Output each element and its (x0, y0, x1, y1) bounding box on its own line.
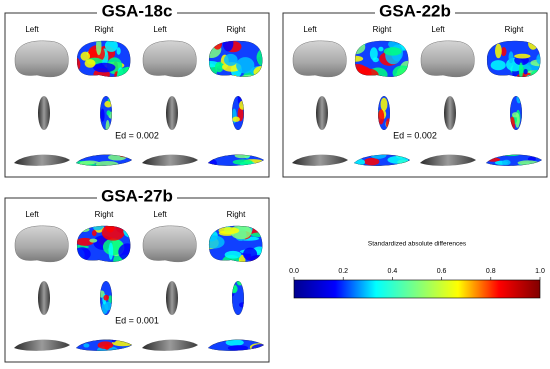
brain-surface (14, 154, 70, 166)
heatmap-surface (378, 96, 390, 130)
view-label: Left (25, 210, 39, 219)
brain-surface (14, 225, 69, 263)
tick-label: 1.0 (535, 268, 545, 275)
brain-surface (166, 96, 178, 130)
tick-label: 0.8 (486, 268, 496, 275)
ed-value: Ed = 0.001 (115, 315, 159, 325)
panel-frame (4, 12, 270, 178)
brain-surface (444, 96, 456, 130)
colorbar (293, 279, 541, 299)
brain-surface (142, 154, 198, 166)
brain-surface (166, 281, 178, 315)
panel-title: GSA-22b (379, 1, 451, 20)
brain-surface (38, 96, 50, 130)
view-label: Right (373, 25, 392, 34)
brain-surface (14, 339, 70, 351)
view-label: Left (153, 25, 167, 34)
ed-value: Ed = 0.002 (115, 130, 159, 140)
brain-surface (38, 281, 50, 315)
heatmap-surface (208, 40, 263, 77)
heatmap-surface (232, 96, 244, 130)
tick-label: 0.2 (338, 268, 348, 275)
panel: GSA-22b Left Right Left Right Ed = 0.002 (282, 1, 548, 178)
panel-title: GSA-18c (102, 1, 173, 20)
view-label: Left (25, 25, 39, 34)
brain-surface (420, 154, 476, 166)
view-label: Right (227, 210, 246, 219)
panel-title: GSA-27b (101, 186, 173, 205)
brain-surface (142, 339, 198, 351)
view-label: Left (303, 25, 317, 34)
tick-label: 0.4 (388, 268, 398, 275)
brain-surface (142, 225, 197, 263)
panel-frame (282, 12, 548, 178)
view-label: Right (505, 25, 524, 34)
tick-label: 0.0 (289, 268, 299, 275)
tick-label: 0.6 (437, 268, 447, 275)
brain-surface (14, 40, 69, 78)
heatmap-surface (232, 281, 244, 315)
heatmap-surface (100, 96, 112, 130)
view-label: Right (95, 210, 114, 219)
view-label: Right (227, 25, 246, 34)
brain-surface (292, 40, 347, 78)
heatmap-surface (76, 339, 132, 351)
heatmap-surface (354, 40, 409, 77)
brain-surface (142, 40, 197, 78)
brain-surface (292, 154, 348, 166)
heatmap-surface (208, 225, 263, 262)
panel: GSA-18c Left Right Left Right Ed = 0.002 (4, 1, 270, 178)
panel-frame (4, 197, 270, 363)
ed-value: Ed = 0.002 (393, 130, 437, 140)
heatmap-surface (486, 154, 542, 166)
heatmap-surface (208, 154, 264, 166)
view-label: Right (95, 25, 114, 34)
brain-surface (420, 40, 475, 78)
heatmap-surface (208, 339, 264, 351)
heatmap-surface (510, 96, 522, 130)
brain-surface (316, 96, 328, 130)
heatmap-surface (354, 154, 410, 166)
view-label: Left (431, 25, 445, 34)
view-label: Left (153, 210, 167, 219)
heatmap-surface (76, 154, 132, 166)
panel: GSA-27b Left Right Left Right Ed = 0.001 (4, 186, 270, 363)
heatmap-surface (76, 225, 131, 262)
heatmap-surface (100, 281, 112, 315)
colorbar-title: Standardized absolute differences (368, 241, 467, 248)
heatmap-surface (76, 40, 131, 77)
heatmap-surface (486, 40, 541, 77)
